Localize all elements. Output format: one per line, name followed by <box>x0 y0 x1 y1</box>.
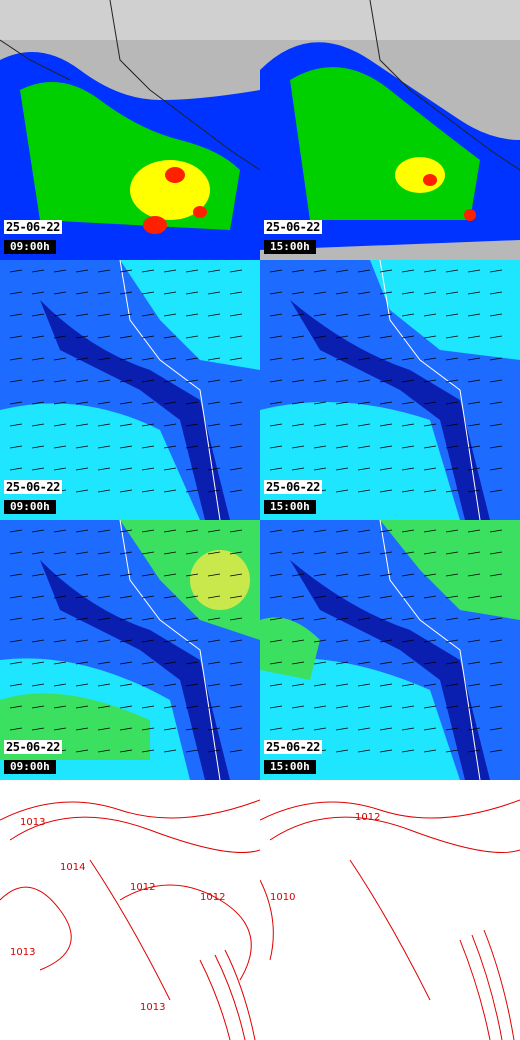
isobar-label: 1013 <box>10 947 35 958</box>
forecast-time: 15:00h <box>264 760 316 774</box>
wind-map-graphic <box>260 260 520 520</box>
forecast-time: 09:00h <box>4 500 56 514</box>
precip-map-1500: 25-06-22 15:00h <box>260 0 520 260</box>
isobar-label: 1012 <box>355 812 380 823</box>
isobar-map-left: 1013 1014 1012 1012 1013 1013 <box>0 780 260 1040</box>
forecast-time: 15:00h <box>264 500 316 514</box>
isobar-map-graphic: 1012 1010 <box>260 780 520 1040</box>
forecast-date: 25-06-22 <box>264 480 322 494</box>
precip-map-graphic <box>0 0 260 260</box>
forecast-date: 25-06-22 <box>4 480 62 494</box>
isobar-label: 1012 <box>200 892 225 903</box>
isobar-map-right: 1012 1010 <box>260 780 520 1040</box>
isobar-map-graphic: 1013 1014 1012 1012 1013 1013 <box>0 780 260 1040</box>
gust-map-graphic <box>260 520 520 780</box>
forecast-date: 25-06-22 <box>4 220 62 234</box>
precip-map-0900: 25-06-22 09:00h <box>0 0 260 260</box>
forecast-date: 25-06-22 <box>264 220 322 234</box>
precip-map-graphic <box>260 0 520 260</box>
forecast-time: 09:00h <box>4 240 56 254</box>
isobar-label: 1010 <box>270 892 295 903</box>
wind-map-0900: 25-06-22 09:00h <box>0 260 260 520</box>
forecast-time: 15:00h <box>264 240 316 254</box>
forecast-date: 25-06-22 <box>264 740 322 754</box>
isobar-label: 1012 <box>130 882 155 893</box>
isobar-label: 1013 <box>20 817 45 828</box>
isobar-label: 1013 <box>140 1002 165 1013</box>
isobar-label: 1014 <box>60 862 85 873</box>
forecast-date: 25-06-22 <box>4 740 62 754</box>
gust-map-0900: 25-06-22 09:00h <box>0 520 260 780</box>
wind-map-1500: 25-06-22 15:00h <box>260 260 520 520</box>
gust-map-1500: 25-06-22 15:00h <box>260 520 520 780</box>
forecast-time: 09:00h <box>4 760 56 774</box>
